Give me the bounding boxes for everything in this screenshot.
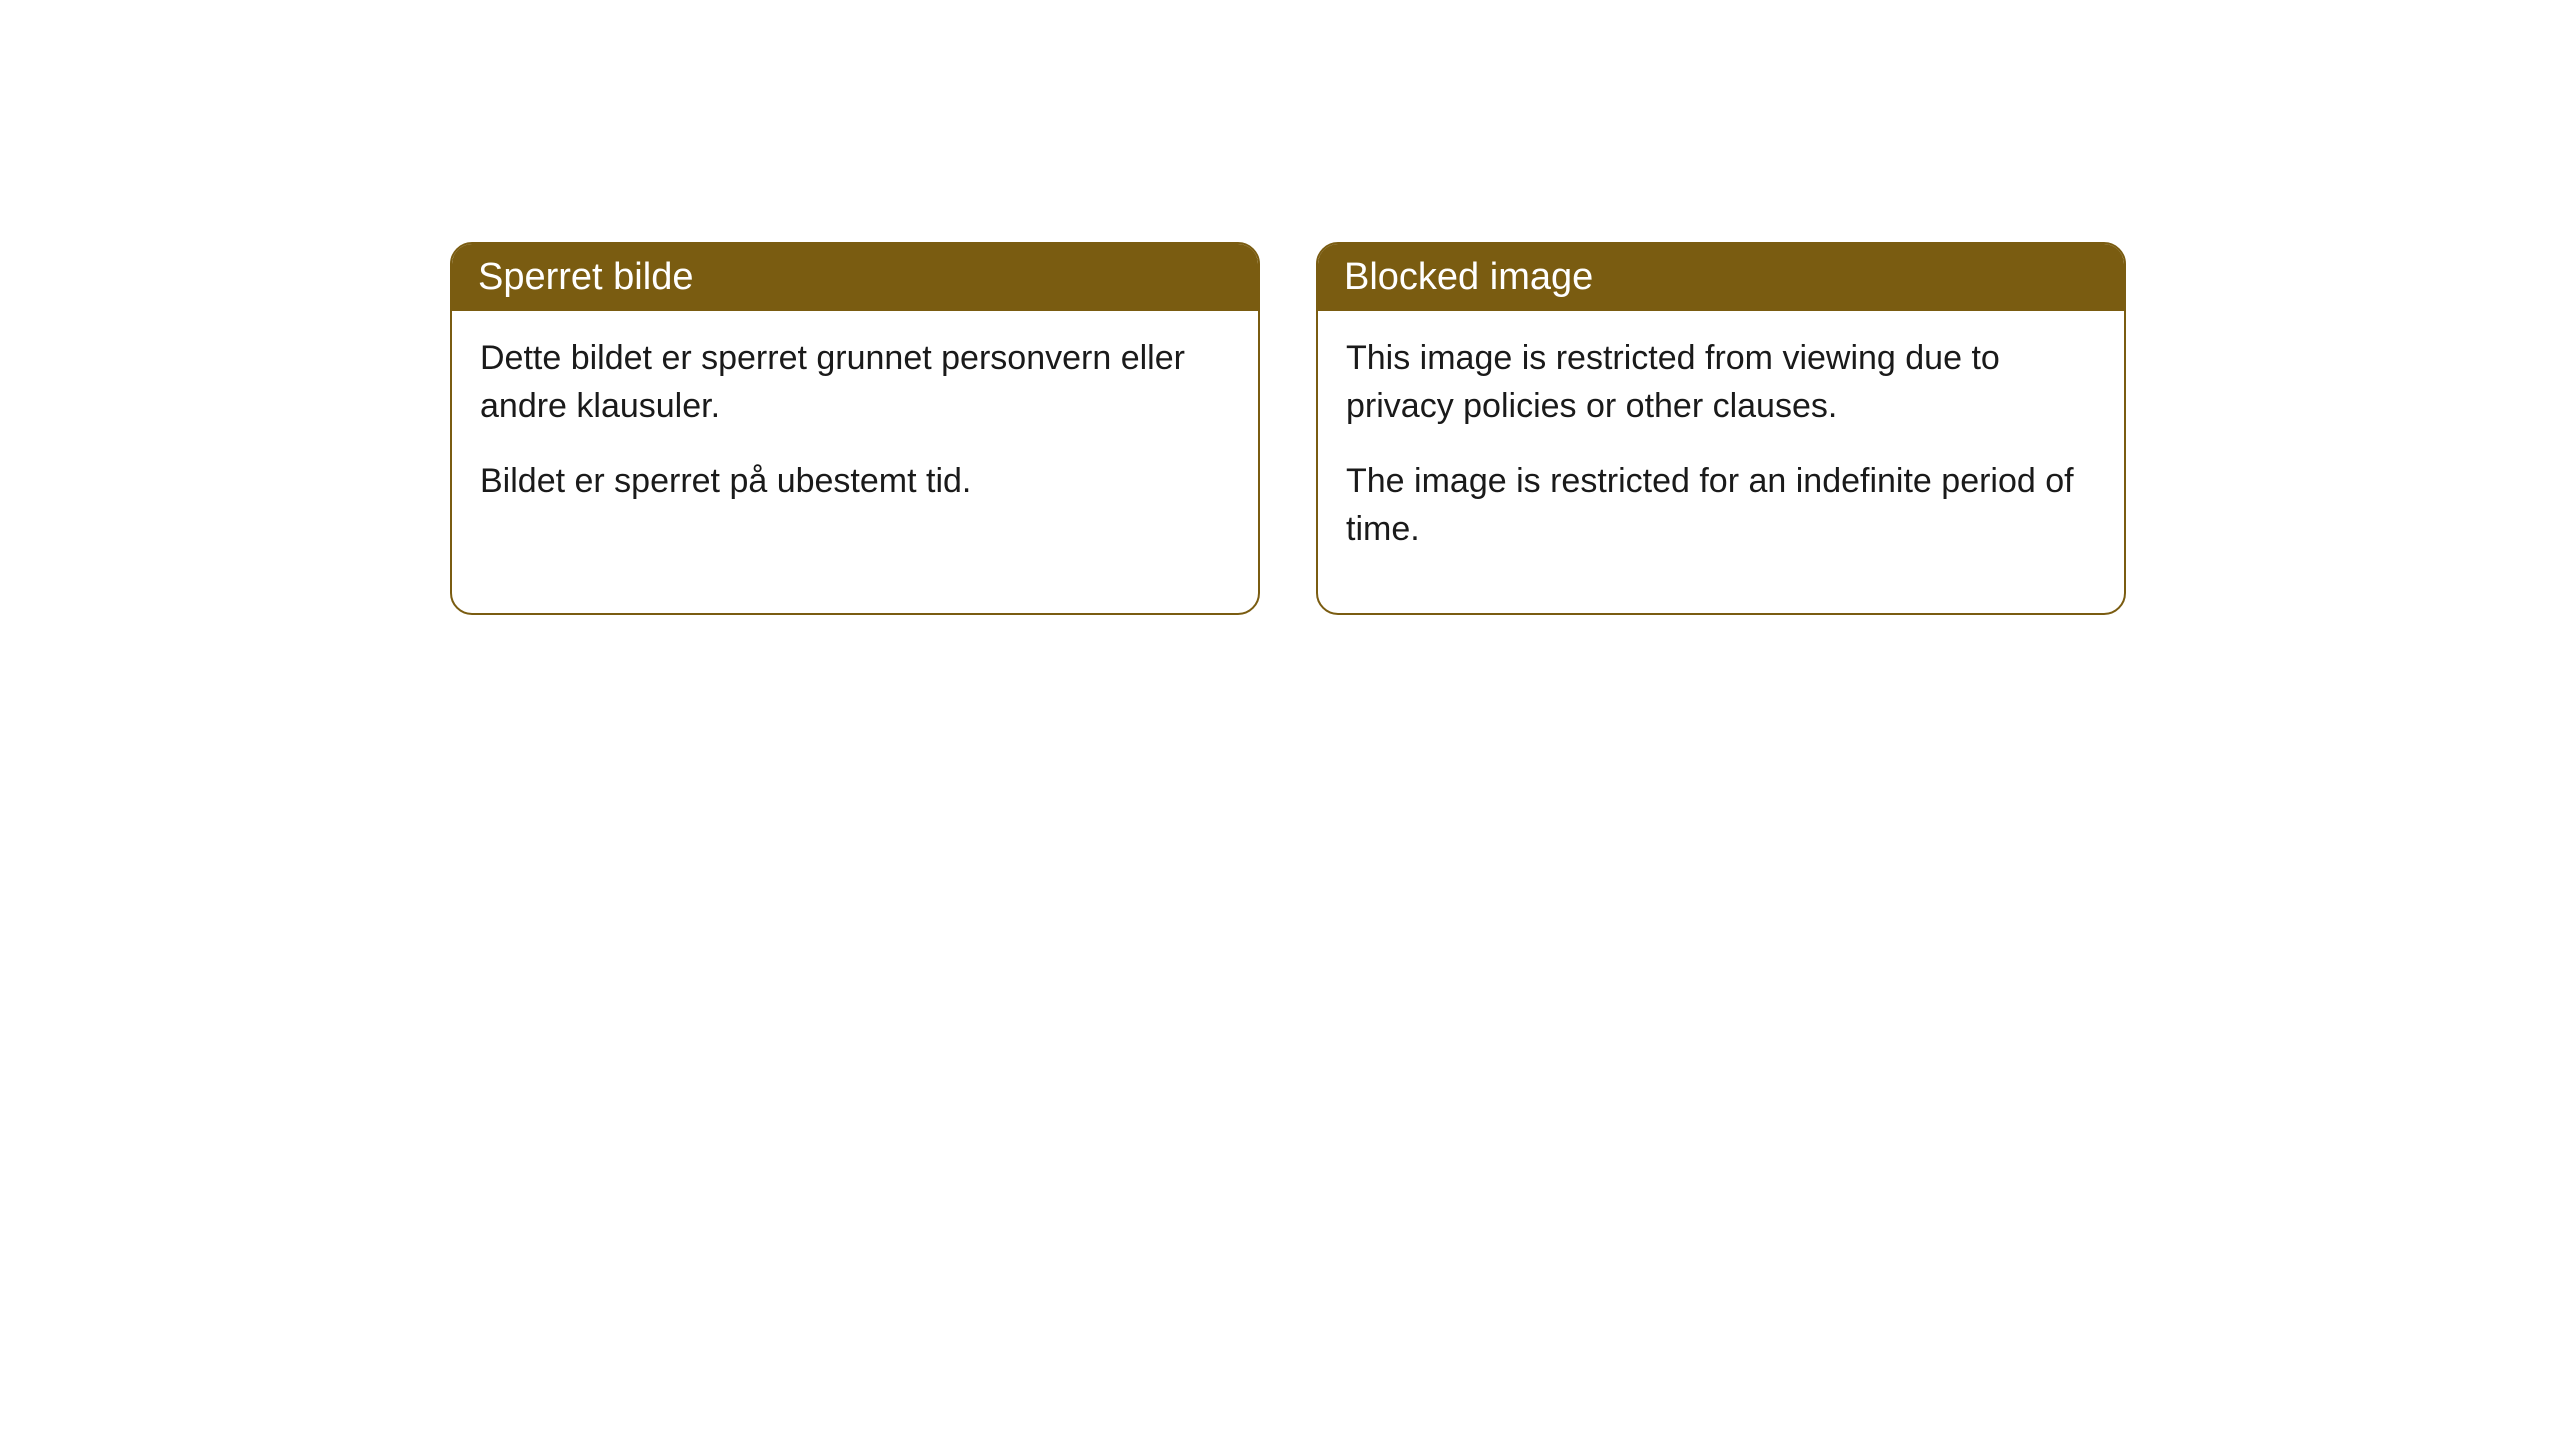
card-title: Blocked image [1344,256,1593,298]
card-body-english: This image is restricted from viewing du… [1318,311,2124,613]
card-header-english: Blocked image [1318,244,2124,311]
card-paragraph-2: Bildet er sperret på ubestemt tid. [480,458,1230,506]
card-paragraph-1: Dette bildet er sperret grunnet personve… [480,335,1230,430]
card-paragraph-1: This image is restricted from viewing du… [1346,335,2096,430]
card-header-norwegian: Sperret bilde [452,244,1258,311]
card-body-norwegian: Dette bildet er sperret grunnet personve… [452,311,1258,566]
notice-cards-container: Sperret bilde Dette bildet er sperret gr… [450,242,2126,615]
blocked-image-card-norwegian: Sperret bilde Dette bildet er sperret gr… [450,242,1260,615]
blocked-image-card-english: Blocked image This image is restricted f… [1316,242,2126,615]
card-title: Sperret bilde [478,256,693,298]
card-paragraph-2: The image is restricted for an indefinit… [1346,458,2096,553]
